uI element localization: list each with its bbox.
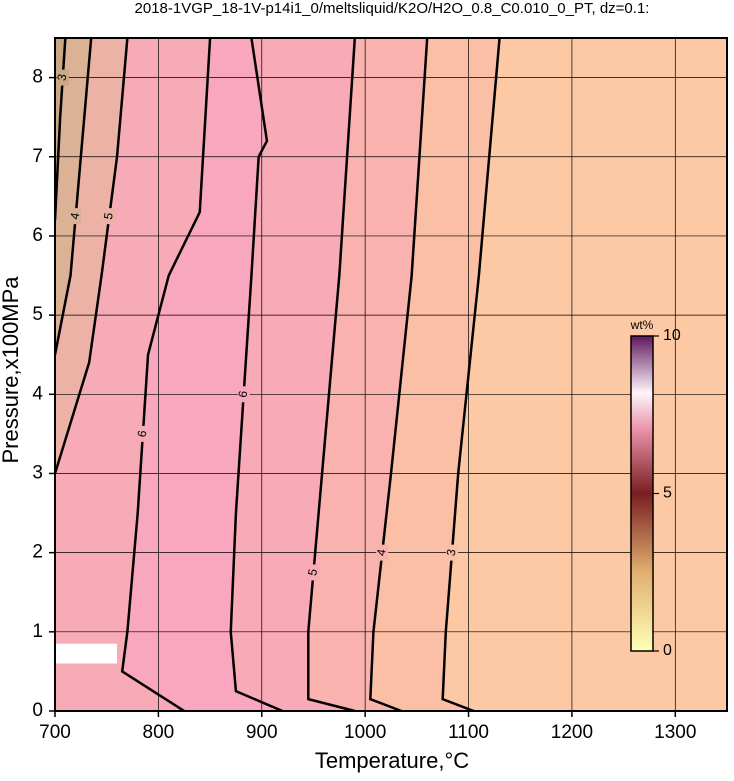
colorbar-tick-label: 10 — [663, 327, 681, 344]
contour-label: 5 — [305, 567, 320, 576]
x-tick-label: 1100 — [448, 722, 489, 743]
contour-label-bg — [56, 69, 69, 86]
contour-label: 4 — [374, 548, 389, 557]
x-tick-label: 1200 — [551, 722, 593, 743]
contour-label: 5 — [101, 211, 116, 220]
y-tick-label: 6 — [32, 225, 43, 246]
contour-label: 3 — [54, 73, 69, 82]
x-tick-label: 1000 — [344, 722, 386, 743]
contour-label-bg — [307, 564, 320, 581]
chart-title: 2018-1VGP_18-1V-p14i1_0/meltsliquid/K2O/… — [135, 0, 650, 17]
colorbar — [630, 335, 654, 652]
colorbar-tick-label: 0 — [663, 642, 672, 659]
x-tick-label: 800 — [143, 722, 175, 743]
y-tick-label: 4 — [32, 383, 43, 404]
overlay: 700 800 900 1000 1100 1200 1300 0 1 2 3 4 5 6 7 8 wt% 0 5 1… — [32, 37, 728, 743]
contour-label-bg — [445, 544, 458, 561]
y-tick-label: 5 — [32, 304, 43, 325]
contour-label: 6 — [135, 429, 150, 438]
contour-label: 4 — [67, 211, 82, 220]
y-tick-label: 8 — [32, 67, 43, 88]
x-tick-label: 700 — [39, 722, 71, 743]
missing-data — [55, 643, 118, 664]
plot-frame — [54, 37, 728, 712]
y-tick-label: 0 — [32, 700, 43, 721]
contour-label-bg — [69, 208, 82, 225]
contour-line — [55, 38, 129, 474]
plot-area: 3 4 5 6 6 5 4 3 — [54, 38, 727, 711]
contour-label-bg — [103, 208, 116, 225]
contour-fill — [55, 38, 92, 355]
colorbar-tick-label: 5 — [663, 485, 672, 502]
y-axis-label: Pressure,x100MPa — [0, 276, 23, 464]
contour-label: 6 — [235, 389, 250, 398]
y-tick-label: 3 — [32, 462, 43, 483]
contour-label-bg — [237, 386, 250, 403]
x-tick-label: 900 — [246, 722, 278, 743]
x-tick-label: 1300 — [654, 722, 696, 743]
contour-label-bg — [376, 544, 389, 561]
y-tick-label: 2 — [32, 542, 43, 563]
colorbar-label: wt% — [630, 318, 654, 332]
contour-label: 3 — [444, 548, 459, 557]
x-axis-label: Temperature,°C — [315, 748, 469, 773]
y-tick-label: 1 — [32, 621, 43, 642]
y-tick-label: 7 — [32, 146, 43, 167]
contour-label-bg — [136, 425, 149, 442]
contour-line — [55, 38, 67, 221]
